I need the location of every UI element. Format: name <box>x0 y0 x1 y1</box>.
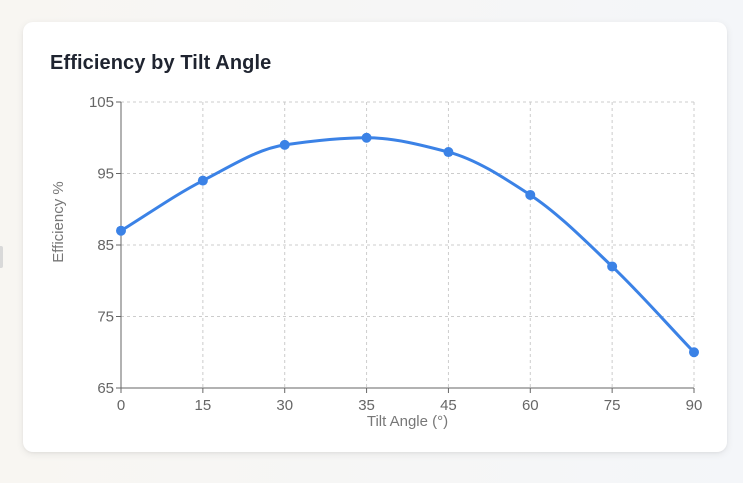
data-point <box>607 261 618 272</box>
data-point <box>116 225 126 236</box>
x-tick-label: 0 <box>117 397 125 414</box>
side-panel-handle[interactable] <box>0 246 3 268</box>
data-point <box>689 347 699 358</box>
y-tick-label: 75 <box>97 309 114 326</box>
x-tick-label: 45 <box>440 397 457 414</box>
data-point <box>443 147 454 158</box>
x-tick-label: 15 <box>195 397 212 414</box>
x-tick-label: 35 <box>358 397 375 414</box>
chart-title: Efficiency by Tilt Angle <box>50 52 272 74</box>
x-tick-label: 30 <box>276 397 293 414</box>
efficiency-chart: 65 75 85 95 105 0 15 30 35 45 60 75 90 Tilt Angle (°… <box>50 94 702 430</box>
y-axis-title: Efficiency % <box>50 181 67 262</box>
data-point <box>279 139 290 150</box>
y-tick-label: 65 <box>97 380 114 397</box>
axis-titles: Tilt Angle (°) Efficiency % <box>50 181 448 430</box>
tick-labels: 65 75 85 95 105 0 15 30 35 45 60 75 90 <box>89 94 702 414</box>
x-tick-label: 60 <box>522 397 539 414</box>
x-axis-title: Tilt Angle (°) <box>367 413 448 430</box>
y-tick-label: 85 <box>97 237 114 254</box>
axes <box>116 101 695 393</box>
x-tick-label: 75 <box>604 397 621 414</box>
grid-lines <box>121 101 695 389</box>
data-points <box>116 132 699 358</box>
y-tick-label: 105 <box>89 94 114 111</box>
x-tick-label: 90 <box>686 397 703 414</box>
data-point <box>197 175 208 186</box>
data-point <box>525 189 536 200</box>
chart-card: Efficiency by Tilt Angle 65 75 85 95 105 0 15 3… <box>23 22 727 452</box>
y-tick-label: 95 <box>97 166 114 183</box>
data-point <box>361 132 372 143</box>
